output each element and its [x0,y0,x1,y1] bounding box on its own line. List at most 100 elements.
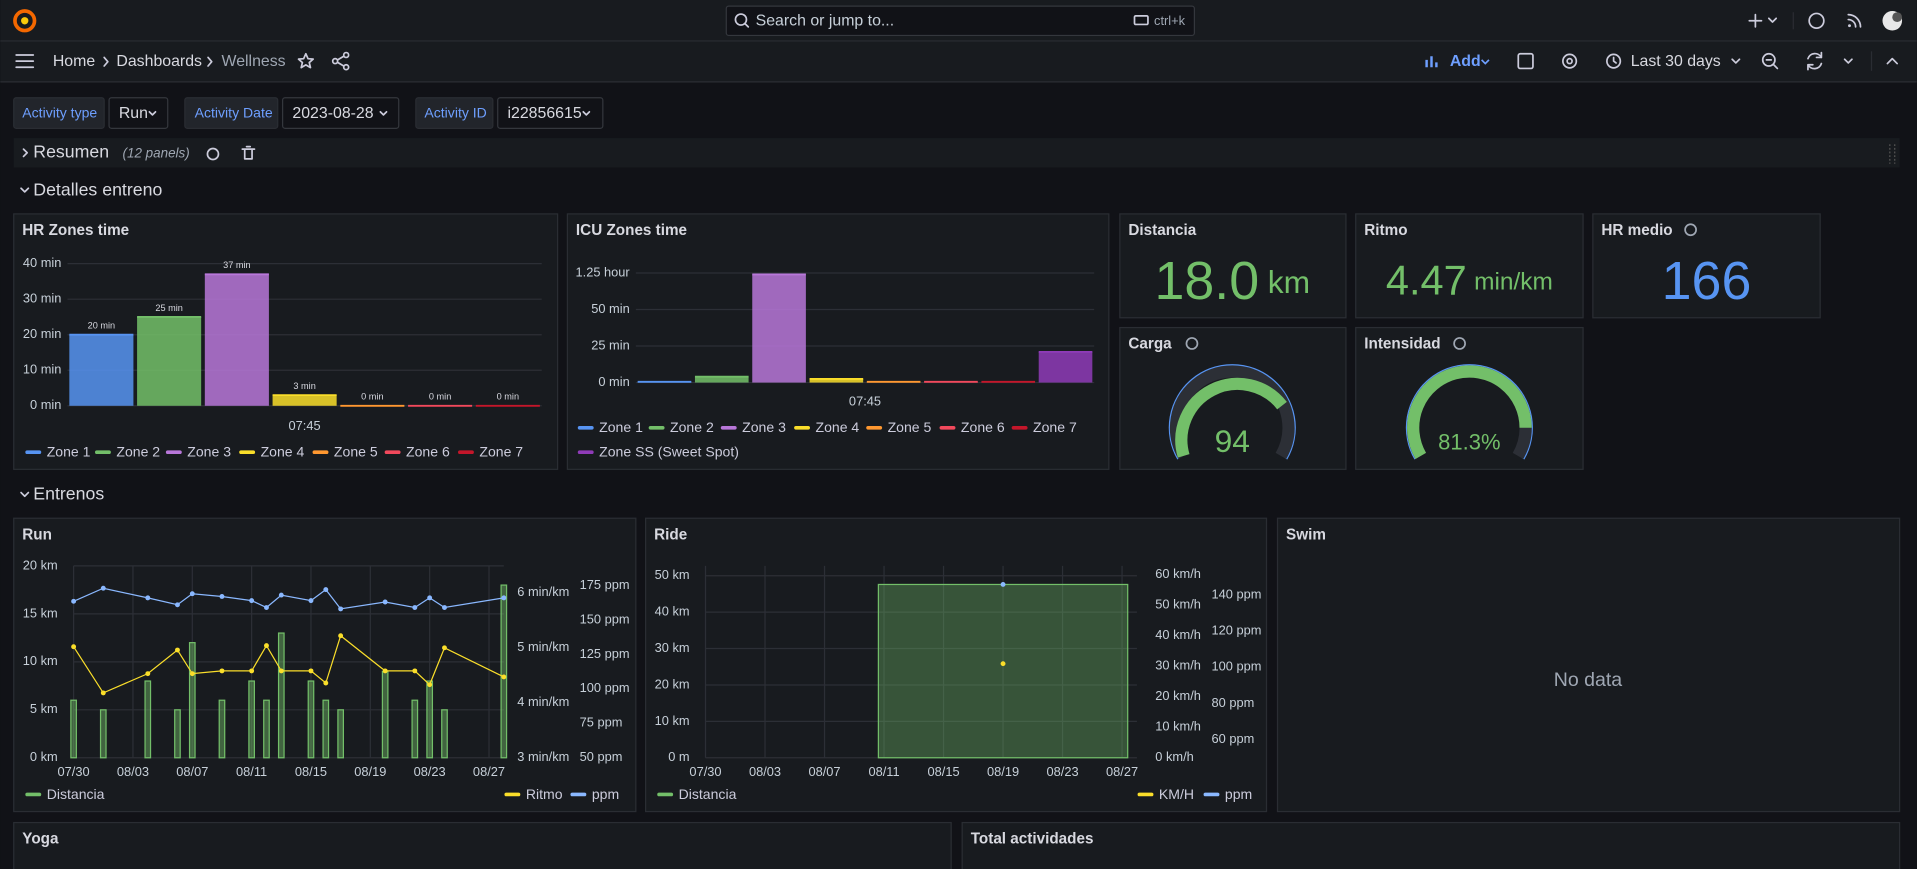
variable-select[interactable]: 2023-08-28 [282,97,400,129]
search-box[interactable]: Search or jump to... ctrl+k [725,5,1196,37]
x-tick-label: 07:45 [849,394,881,409]
info-icon[interactable] [1684,223,1697,237]
refresh-button[interactable] [1807,51,1823,71]
panel [961,821,1901,869]
variable-select-box [282,97,400,129]
chevron [148,110,157,116]
chevron [1731,58,1741,64]
save-icon [1517,52,1534,70]
point [442,645,447,651]
zoom-out-button[interactable] [1761,52,1779,70]
menu-button[interactable] [15,54,35,69]
stat-value: 4.47 min/km [1386,257,1553,304]
clock-icon [1612,56,1617,64]
row-delete-icon[interactable] [241,145,256,160]
legend-label: Zone 5 [888,419,932,435]
value-label: 37 min [223,260,250,270]
legend-label: Zone 6 [406,444,450,460]
refresh-interval[interactable] [1843,58,1853,64]
bar [137,316,202,406]
legend-label: ppm [592,786,619,802]
point [427,595,433,601]
row-settings-icon[interactable] [206,147,220,161]
bar [381,670,389,759]
row-bar [13,138,1900,168]
news-button[interactable] [1847,13,1862,28]
chevron [379,110,388,116]
bar [188,642,196,759]
add-button[interactable]: Add [1425,53,1490,70]
info-icon[interactable] [1185,337,1199,350]
y-tick-label: 25 min [591,337,630,352]
stat-unit: min/km [1474,269,1553,296]
avatar-detail [1892,12,1903,22]
info-icon[interactable] [1453,337,1466,350]
chevron [1481,59,1490,65]
legend-label: Zone 4 [261,444,305,460]
y-tick-label: 20 km [23,557,58,572]
bar [500,584,508,759]
variable-select[interactable]: i22856615 [497,97,604,129]
value-label: 3 min [293,381,315,391]
point [308,668,314,674]
value-label: 0 min [497,392,519,402]
time-range: Last 30 days [1631,53,1721,70]
point [219,668,225,674]
gear-icon [1562,53,1578,69]
x-tick-label: 08/19 [987,764,1019,779]
y-tick-label: 6 min/km [517,584,569,599]
variable-label: Activity ID [424,104,486,120]
chevron [20,187,30,193]
point [323,680,329,686]
chevron [1767,17,1778,23]
y-tick-label: 60 ppm [1211,731,1254,746]
point [442,605,447,610]
bar [204,274,269,406]
point [1000,582,1006,587]
gauge [1168,364,1296,460]
point [338,633,344,639]
legend-label: Distancia [679,786,737,802]
panel-title: HR Zones time [22,222,129,239]
row-entrenos[interactable]: Entrenos [20,484,104,504]
x-tick-label: 08/03 [117,764,149,779]
point [278,668,284,674]
time-picker[interactable]: Last 30 days [1606,53,1741,70]
row-detalles[interactable]: Detalles entreno [20,179,162,199]
profile-button[interactable] [1882,11,1903,31]
breadcrumb-item[interactable]: Home [53,53,96,70]
x-tick-label: 07/30 [58,764,90,779]
x-tick-label: 08/19 [354,764,386,779]
star-button[interactable] [297,52,315,69]
collapse-button[interactable] [1886,57,1899,65]
drag-handle[interactable] [1889,144,1896,164]
share-button[interactable] [331,51,350,71]
gauge [1405,364,1533,460]
stat-number: 18.0 [1154,251,1259,311]
search-icon-handle [744,22,750,28]
add-icon [1425,56,1438,68]
panel-title: Yoga [22,831,59,848]
point [308,598,314,604]
clock-icon [1606,53,1622,69]
breadcrumb-separator [103,56,109,67]
new-menu[interactable] [1748,13,1778,28]
zoom-icon [1761,52,1776,67]
bar [248,680,255,759]
y-tick-label: 60 km/h [1155,566,1201,581]
chevron [1843,58,1853,64]
y-tick-label: 125 ppm [580,646,630,661]
row-resumen[interactable]: Resumen (12 panels) [13,138,1900,168]
y-tick-label: 50 min [591,301,630,316]
help-button[interactable] [1808,12,1825,29]
legend-label: ppm [1225,786,1252,802]
variable-select[interactable]: Run [108,97,169,129]
panel-title: Ride [654,526,687,543]
breadcrumb-item[interactable]: Dashboards [116,53,202,70]
variable-label: Activity Date [195,104,273,120]
settings-button[interactable] [1562,53,1578,69]
point [427,682,433,688]
bar [426,680,434,759]
logo[interactable] [13,9,37,33]
save-button[interactable] [1517,52,1534,70]
